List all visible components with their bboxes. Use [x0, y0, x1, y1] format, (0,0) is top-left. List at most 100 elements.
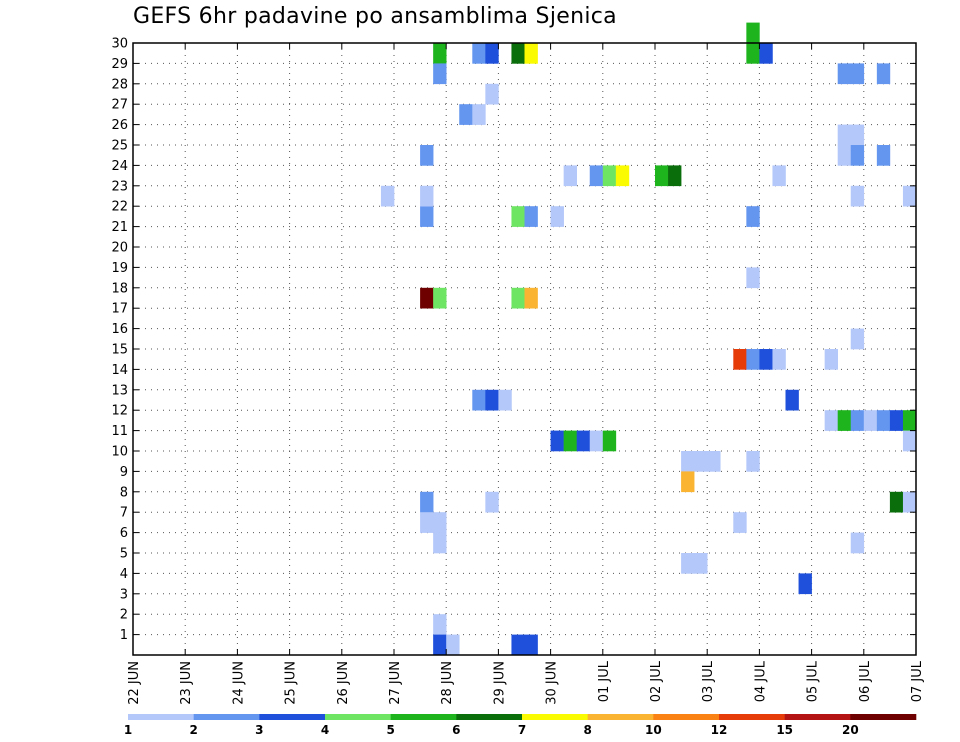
heatmap-cell [889, 491, 904, 513]
colorbar-label: 10 [645, 723, 662, 737]
heatmap-cell [511, 43, 525, 64]
x-tick-label: 24 JUN [231, 661, 246, 705]
heatmap-cell [759, 43, 773, 64]
heatmap-cell [746, 267, 760, 289]
heatmap-cell [433, 287, 447, 309]
y-tick-label: 17 [111, 302, 128, 317]
heatmap-cell [850, 328, 865, 350]
heatmap-cell [524, 287, 538, 309]
heatmap-cell [759, 349, 773, 370]
heatmap-cell [876, 145, 891, 166]
x-tick-label: 25 JUN [284, 661, 299, 705]
heatmap-cell [472, 389, 486, 411]
y-tick-label: 24 [111, 159, 128, 174]
x-tick-label: 23 JUN [179, 661, 194, 705]
y-tick-label: 27 [111, 98, 128, 113]
colorbar-label: 2 [189, 723, 197, 737]
heatmap-cell [615, 165, 630, 187]
x-tick-label: 02 JUL [649, 660, 664, 702]
heatmap-cell [511, 634, 525, 656]
heatmap-cell [850, 124, 865, 146]
heatmap-cell [707, 451, 721, 472]
x-tick-label: 26 JUN [336, 661, 351, 705]
heatmap-cell [902, 430, 917, 452]
colorbar-label: 20 [842, 723, 859, 737]
y-tick-label: 10 [111, 445, 128, 460]
heatmap-cell [472, 104, 486, 125]
x-tick-label: 30 JUN [545, 661, 560, 705]
x-tick-label: 06 JUL [858, 660, 873, 702]
heatmap-cell [681, 451, 695, 472]
heatmap-cell [589, 165, 604, 187]
colorbar-segment [719, 714, 785, 720]
y-tick-label: 3 [120, 587, 128, 602]
heatmap-cell [681, 471, 695, 493]
heatmap-cell [498, 389, 512, 411]
colorbar-label: 8 [583, 723, 591, 737]
heatmap-cell [420, 512, 434, 533]
heatmap-cell [472, 43, 486, 64]
heatmap-cell [576, 430, 591, 452]
y-tick-label: 15 [111, 343, 128, 358]
heatmap-cell [746, 349, 760, 370]
heatmap-cell [511, 206, 525, 227]
heatmap-cell [824, 410, 838, 431]
heatmap-cell [589, 430, 604, 452]
heatmap-cell [798, 573, 812, 595]
heatmap-cell [433, 532, 447, 554]
y-tick-label: 19 [111, 261, 128, 276]
colorbar-label: 6 [452, 723, 460, 737]
colorbar-segment [784, 714, 851, 720]
x-tick-label: 29 JUN [492, 661, 507, 705]
y-tick-label: 2 [120, 608, 128, 623]
heatmap-cell [733, 349, 747, 370]
heatmap-cell [837, 124, 852, 146]
y-tick-label: 14 [111, 363, 128, 378]
y-tick-label: 1 [120, 628, 128, 643]
y-tick-label: 25 [111, 139, 128, 154]
colorbar-segment [325, 714, 391, 720]
heatmap-cell [485, 83, 499, 105]
heatmap-cell [485, 43, 499, 64]
heatmap-cell [746, 22, 760, 44]
y-tick-label: 29 [111, 57, 128, 72]
heatmap-cell [746, 451, 760, 472]
heatmap-cell [694, 553, 708, 574]
heatmap-cell [550, 206, 564, 227]
colorbar-segment [587, 714, 654, 720]
heatmap-cell [850, 410, 865, 431]
y-tick-label: 22 [111, 200, 128, 215]
colorbar-segment [128, 714, 194, 720]
heatmap-cell [746, 206, 760, 227]
y-tick-label: 26 [111, 118, 128, 133]
heatmap-cell [433, 634, 447, 656]
y-tick-label: 4 [120, 567, 128, 582]
colorbar-segment [193, 714, 260, 720]
colorbar-segment [390, 714, 457, 720]
y-tick-label: 5 [120, 547, 128, 562]
y-tick-label: 7 [120, 506, 128, 521]
y-tick-label: 18 [111, 281, 128, 296]
heatmap-cell [772, 349, 786, 370]
heatmap-cell [511, 287, 525, 309]
heatmap-cell [459, 104, 473, 125]
y-tick-label: 28 [111, 77, 128, 92]
heatmap-cell [902, 410, 917, 431]
x-tick-label: 03 JUL [701, 660, 716, 702]
colorbar-label: 4 [321, 723, 329, 737]
heatmap-cell [602, 430, 617, 452]
colorbar-label: 7 [518, 723, 526, 737]
heatmap-cell [524, 206, 538, 227]
x-tick-label: 22 JUN [127, 661, 142, 705]
heatmap-cell [550, 430, 564, 452]
heatmap-cell [433, 512, 447, 533]
heatmap-cell [694, 451, 708, 472]
colorbar-segment [653, 714, 720, 720]
heatmap-cell [863, 410, 878, 431]
heatmap-cell [563, 430, 577, 452]
heatmap-cell [902, 491, 917, 513]
heatmap-cell [889, 410, 904, 431]
colorbar-label: 15 [776, 723, 793, 737]
heatmap-cell [876, 410, 891, 431]
y-tick-label: 6 [120, 526, 128, 541]
